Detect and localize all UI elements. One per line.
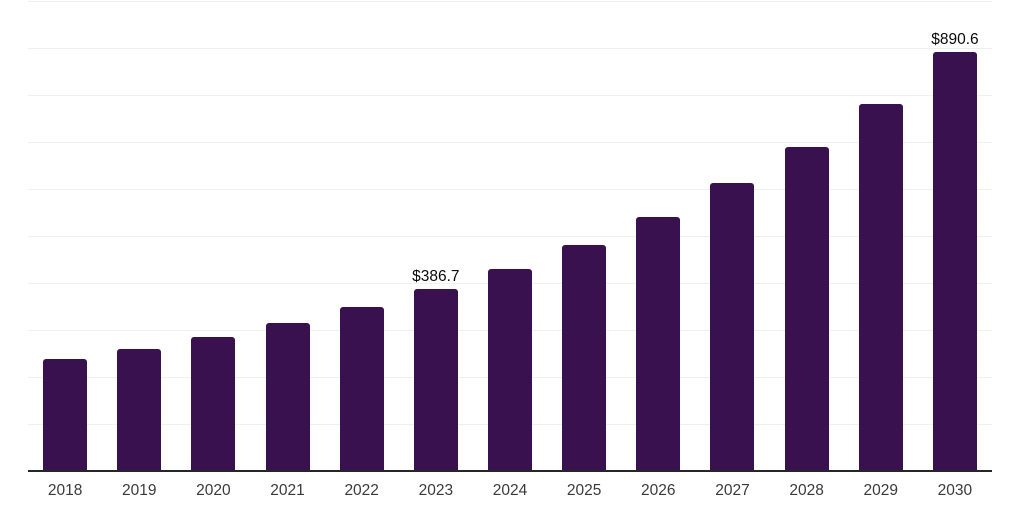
- x-axis: 2018 2019 2020 2021 2022 2023 2024 2025 2026 2027…: [28, 483, 992, 503]
- x-tick-label-2019: 2019: [121, 482, 157, 499]
- x-tick-label-2020: 2020: [196, 482, 231, 499]
- gridline: [28, 1, 992, 2]
- x-tick-label-2018: 2018: [47, 482, 83, 499]
- bar-2024: [488, 268, 532, 471]
- x-tick-label-2028: 2028: [789, 482, 824, 499]
- bar-2023: [413, 289, 458, 471]
- x-tick-label-2023: 2023: [418, 482, 454, 499]
- bar-2025: [562, 244, 607, 471]
- plot-area: $386.7 $890.6: [28, 1, 992, 472]
- bar-2029: [858, 103, 903, 471]
- gridline: [28, 236, 992, 237]
- bar-2026: [636, 217, 681, 471]
- gridline: [28, 142, 992, 143]
- x-tick-label-2025: 2025: [566, 482, 602, 499]
- gridline: [28, 189, 992, 190]
- gridline: [28, 48, 992, 49]
- bar-value-label-2023: $386.7: [412, 267, 460, 285]
- x-tick-label-2026: 2026: [641, 482, 676, 499]
- x-axis-line: [28, 470, 992, 472]
- bar-2030: [932, 52, 977, 471]
- x-tick-label-2030: 2030: [937, 482, 973, 499]
- bar-2021: [265, 323, 310, 471]
- bar-2018: [43, 358, 88, 471]
- bar-2019: [117, 348, 162, 471]
- x-tick-label-2024: 2024: [492, 482, 528, 499]
- x-tick-label-2027: 2027: [715, 482, 750, 499]
- x-tick-label-2029: 2029: [863, 482, 898, 499]
- bar-2028: [784, 146, 829, 471]
- gridline: [28, 95, 992, 96]
- x-tick-label-2021: 2021: [270, 482, 305, 499]
- bar-2022: [339, 307, 384, 471]
- bar-2020: [191, 336, 236, 471]
- bar-2027: [710, 183, 755, 471]
- x-tick-label-2022: 2022: [344, 482, 379, 499]
- bar-value-label-2030: $890.6: [931, 30, 979, 48]
